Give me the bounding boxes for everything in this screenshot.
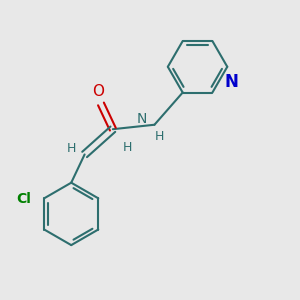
Text: N: N [137, 112, 147, 126]
Text: N: N [225, 73, 239, 91]
Text: Cl: Cl [16, 192, 31, 206]
Text: H: H [67, 142, 76, 155]
Text: H: H [123, 140, 132, 154]
Text: O: O [92, 84, 104, 99]
Text: H: H [155, 130, 164, 143]
